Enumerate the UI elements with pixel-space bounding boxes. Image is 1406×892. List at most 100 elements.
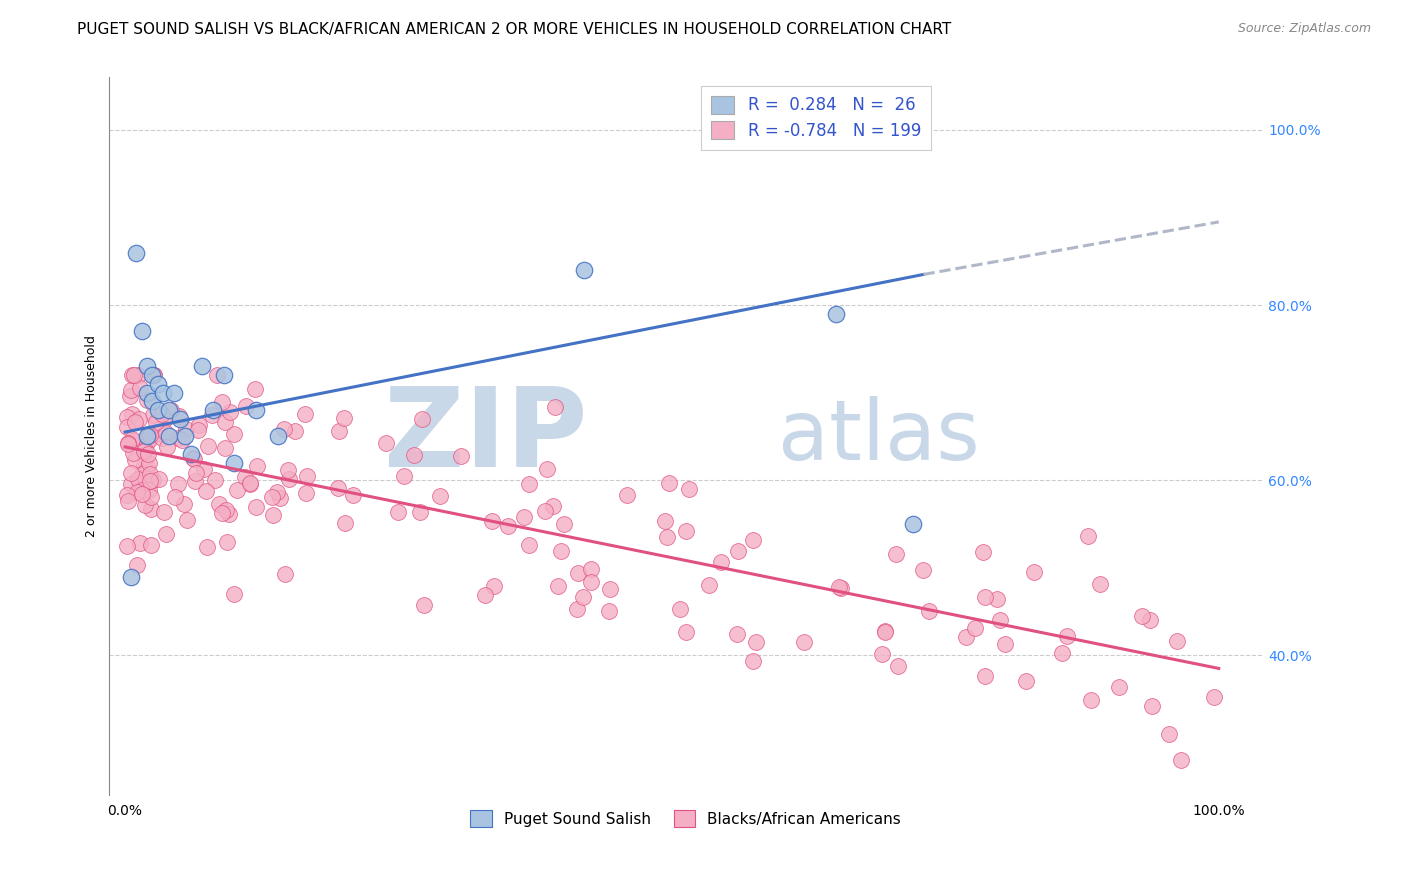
Point <box>195 483 218 498</box>
Text: atlas: atlas <box>778 396 980 477</box>
Point <box>496 519 519 533</box>
Point <box>136 447 159 461</box>
Point <box>263 508 285 522</box>
Point <box>186 466 208 480</box>
Point <box>955 631 977 645</box>
Point <box>668 602 690 616</box>
Point <box>973 669 995 683</box>
Point <box>536 462 558 476</box>
Point <box>742 533 765 547</box>
Point <box>1139 613 1161 627</box>
Point <box>139 490 162 504</box>
Point <box>245 500 267 514</box>
Point <box>710 555 733 569</box>
Point <box>332 410 354 425</box>
Point <box>655 530 678 544</box>
Point <box>387 505 409 519</box>
Point <box>201 408 224 422</box>
Point <box>374 436 396 450</box>
Point <box>122 368 145 383</box>
Point <box>579 561 602 575</box>
Point <box>176 512 198 526</box>
Point <box>294 408 316 422</box>
Point <box>1166 633 1188 648</box>
Point <box>138 483 160 497</box>
Point <box>141 394 163 409</box>
Point <box>131 467 153 481</box>
Point <box>245 403 267 417</box>
Point <box>201 403 224 417</box>
Point <box>128 536 150 550</box>
Point <box>267 429 290 443</box>
Point <box>429 489 451 503</box>
Point <box>567 566 589 580</box>
Point <box>273 422 295 436</box>
Point <box>994 637 1017 651</box>
Point <box>139 502 162 516</box>
Point <box>139 538 162 552</box>
Point <box>156 440 179 454</box>
Point <box>136 392 159 407</box>
Point <box>277 472 299 486</box>
Point <box>117 435 139 450</box>
Point <box>167 477 190 491</box>
Point <box>127 558 149 572</box>
Point <box>125 485 148 500</box>
Point <box>212 368 235 383</box>
Point <box>654 514 676 528</box>
Point <box>157 429 180 443</box>
Point <box>183 452 205 467</box>
Point <box>1108 681 1130 695</box>
Point <box>131 324 153 338</box>
Point <box>402 448 425 462</box>
Point <box>887 659 910 673</box>
Point <box>342 488 364 502</box>
Legend: Puget Sound Salish, Blacks/African Americans: Puget Sound Salish, Blacks/African Ameri… <box>463 803 908 834</box>
Text: PUGET SOUND SALISH VS BLACK/AFRICAN AMERICAN 2 OR MORE VEHICLES IN HOUSEHOLD COR: PUGET SOUND SALISH VS BLACK/AFRICAN AMER… <box>77 22 952 37</box>
Point <box>745 635 768 649</box>
Point <box>675 624 697 639</box>
Point <box>1022 565 1045 579</box>
Point <box>207 496 229 510</box>
Point <box>139 428 162 442</box>
Point <box>222 426 245 441</box>
Point <box>678 482 700 496</box>
Point <box>193 462 215 476</box>
Point <box>697 578 720 592</box>
Point <box>190 359 212 374</box>
Point <box>128 475 150 489</box>
Point <box>197 439 219 453</box>
Point <box>117 420 139 434</box>
Point <box>742 654 765 668</box>
Point <box>165 490 187 504</box>
Point <box>574 263 596 277</box>
Point <box>884 547 907 561</box>
Point <box>793 634 815 648</box>
Point <box>128 411 150 425</box>
Point <box>513 510 536 524</box>
Point <box>148 426 170 441</box>
Point <box>598 604 620 618</box>
Point <box>266 484 288 499</box>
Point <box>205 368 228 383</box>
Point <box>195 540 218 554</box>
Text: Source: ZipAtlas.com: Source: ZipAtlas.com <box>1237 22 1371 36</box>
Point <box>159 403 181 417</box>
Point <box>211 395 233 409</box>
Point <box>155 426 177 441</box>
Point <box>517 476 540 491</box>
Point <box>215 503 238 517</box>
Point <box>187 417 209 432</box>
Point <box>1015 673 1038 688</box>
Point <box>243 383 266 397</box>
Point <box>138 433 160 447</box>
Point <box>167 409 190 424</box>
Point <box>125 245 148 260</box>
Y-axis label: 2 or more Vehicles in Household: 2 or more Vehicles in Household <box>86 335 98 537</box>
Point <box>138 428 160 442</box>
Point <box>901 516 924 531</box>
Point <box>120 467 142 481</box>
Point <box>394 468 416 483</box>
Point <box>167 431 190 445</box>
Point <box>328 424 350 438</box>
